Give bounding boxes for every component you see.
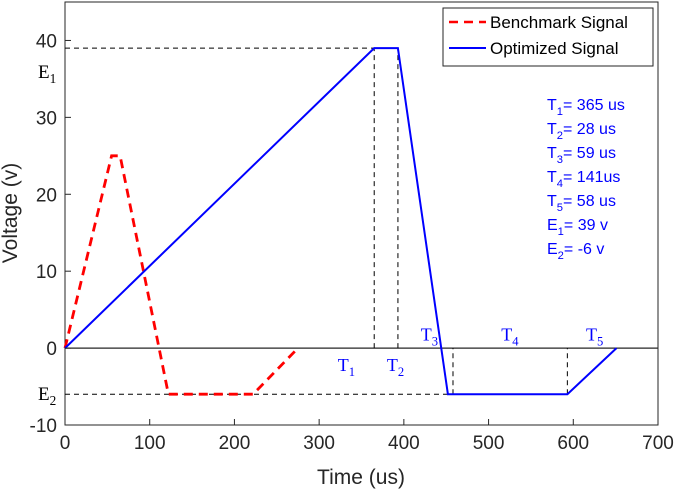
- parameter-label: T5= 58 us: [547, 193, 616, 214]
- legend-label-benchmark: Benchmark Signal: [490, 13, 628, 32]
- parameter-label: T4= 141us: [547, 169, 620, 190]
- parameter-label: E1= 39 v: [547, 217, 608, 238]
- parameter-label: T2= 28 us: [547, 121, 616, 142]
- level-label: E2: [38, 384, 56, 408]
- y-axis-ticks: -10 0 10 20 30 40: [30, 31, 71, 437]
- level-label: E1: [38, 62, 56, 86]
- x-tick-label: 0: [60, 433, 71, 454]
- segment-label: T1: [338, 355, 355, 379]
- benchmark-signal-line: [63, 154, 300, 396]
- y-tick-label: 40: [36, 31, 57, 52]
- segment-label: T2: [387, 355, 404, 379]
- y-tick-label: 0: [46, 339, 57, 360]
- x-axis-ticks: 0 100 200 300 400 500 600 700: [60, 419, 674, 454]
- x-tick-label: 200: [219, 433, 251, 454]
- parameter-label: T1= 365 us: [547, 97, 625, 118]
- annotations: E1 E2 T1 T2 T3 T4 T5 T1= 365 us T2= 28 us T3= 59 …: [38, 62, 625, 408]
- x-axis-label: Time (us): [317, 466, 405, 489]
- optimized-signal-line: [64, 47, 618, 396]
- y-tick-label: 20: [36, 185, 57, 206]
- y-tick-label: 10: [36, 262, 57, 283]
- segment-label: T4: [501, 324, 519, 348]
- segment-label: T5: [586, 324, 603, 348]
- legend-label-optimized: Optimized Signal: [490, 39, 619, 58]
- legend-box: [442, 7, 654, 67]
- y-tick-label: 30: [36, 108, 57, 129]
- guide-lines: [65, 47, 568, 395]
- parameter-label: E2= -6 v: [547, 241, 604, 262]
- x-tick-label: 600: [557, 433, 589, 454]
- y-axis-label: Voltage (v): [0, 163, 22, 263]
- y-tick-label: -10: [30, 416, 57, 437]
- x-tick-label: 300: [303, 433, 335, 454]
- x-tick-label: 700: [642, 433, 674, 454]
- plot-frame: [64, 1, 659, 426]
- x-tick-label: 400: [388, 433, 420, 454]
- series-layer: [63, 47, 618, 396]
- x-tick-label: 500: [473, 433, 505, 454]
- legend: Benchmark Signal Optimized Signal: [442, 7, 654, 67]
- x-tick-label: 100: [134, 433, 166, 454]
- segment-label: T3: [421, 324, 438, 348]
- parameter-label: T3= 59 us: [547, 145, 616, 166]
